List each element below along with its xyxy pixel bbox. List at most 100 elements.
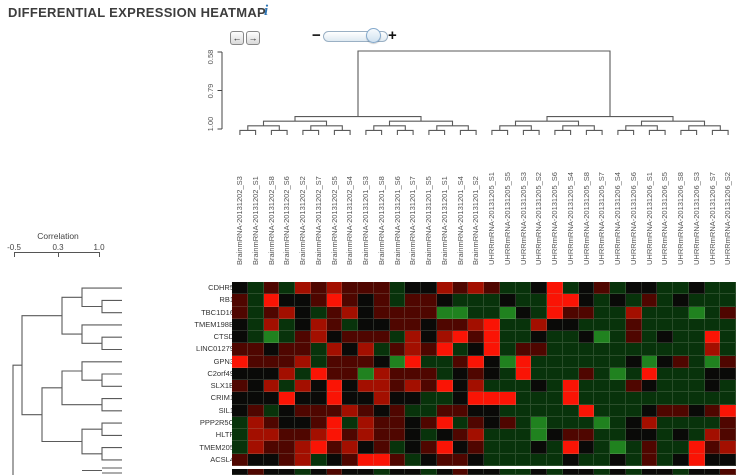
heatmap-cell[interactable] (468, 392, 484, 405)
heatmap-cell[interactable] (279, 343, 295, 356)
heatmap-cell[interactable] (310, 367, 327, 381)
heatmap-cell[interactable] (531, 331, 547, 344)
heatmap-cell[interactable] (232, 343, 248, 356)
heatmap-cell[interactable] (484, 367, 500, 381)
heatmap-cell[interactable] (547, 355, 563, 368)
heatmap-cell[interactable] (436, 441, 453, 454)
heatmap-cell[interactable] (373, 318, 390, 332)
heatmap-cell[interactable] (358, 392, 374, 405)
heatmap-cell[interactable] (484, 429, 500, 442)
heatmap-cell[interactable] (326, 282, 343, 295)
heatmap-cell[interactable] (625, 318, 642, 332)
heatmap-cell[interactable] (342, 441, 358, 454)
heatmap-cell[interactable] (373, 331, 390, 344)
heatmap-cell[interactable] (468, 453, 484, 466)
heatmap-cell[interactable] (405, 343, 421, 356)
heatmap-cell[interactable] (720, 380, 736, 393)
heatmap-cell[interactable] (247, 318, 264, 332)
heatmap-cell[interactable] (673, 416, 689, 430)
heatmap-cell[interactable] (373, 416, 390, 430)
heatmap-cell[interactable] (531, 294, 547, 307)
heatmap-cell[interactable] (421, 367, 437, 381)
heatmap-cell[interactable] (515, 380, 532, 393)
heatmap-cell[interactable] (310, 416, 327, 430)
heatmap-cell[interactable] (232, 306, 248, 319)
heatmap-cell[interactable] (704, 453, 721, 466)
heatmap-cell[interactable] (263, 282, 280, 295)
heatmap-cell[interactable] (310, 306, 327, 319)
heatmap-cell[interactable] (562, 294, 579, 307)
heatmap-cell[interactable] (358, 429, 374, 442)
heatmap-cell[interactable] (704, 294, 721, 307)
heatmap-cell[interactable] (499, 469, 516, 475)
heatmap-cell[interactable] (468, 294, 484, 307)
heatmap-cell[interactable] (279, 367, 295, 381)
heatmap-cell[interactable] (704, 306, 721, 319)
heatmap-cell[interactable] (326, 441, 343, 454)
heatmap-cell[interactable] (499, 331, 516, 344)
heatmap-cell[interactable] (326, 392, 343, 405)
heatmap-cell[interactable] (594, 306, 610, 319)
heatmap-cell[interactable] (436, 331, 453, 344)
heatmap-cell[interactable] (610, 343, 626, 356)
heatmap-cell[interactable] (704, 429, 721, 442)
heatmap-cell[interactable] (657, 282, 673, 295)
heatmap-cell[interactable] (657, 416, 673, 430)
heatmap-cell[interactable] (562, 343, 579, 356)
heatmap-cell[interactable] (247, 343, 264, 356)
heatmap-cell[interactable] (499, 343, 516, 356)
heatmap-cell[interactable] (405, 306, 421, 319)
heatmap-cell[interactable] (358, 306, 374, 319)
heatmap-cell[interactable] (562, 367, 579, 381)
heatmap-cell[interactable] (625, 469, 642, 475)
heatmap-cell[interactable] (342, 306, 358, 319)
heatmap-cell[interactable] (625, 380, 642, 393)
heatmap-cell[interactable] (641, 318, 658, 332)
heatmap-cell[interactable] (641, 355, 658, 368)
heatmap-cell[interactable] (673, 367, 689, 381)
heatmap-cell[interactable] (641, 429, 658, 442)
heatmap-cell[interactable] (704, 355, 721, 368)
heatmap-cell[interactable] (405, 453, 421, 466)
heatmap-cell[interactable] (704, 416, 721, 430)
heatmap-cell[interactable] (720, 469, 736, 475)
heatmap-cell[interactable] (562, 429, 579, 442)
heatmap-cell[interactable] (373, 429, 390, 442)
heatmap-cell[interactable] (562, 306, 579, 319)
heatmap-cell[interactable] (389, 453, 406, 466)
heatmap-cell[interactable] (373, 380, 390, 393)
heatmap-cell[interactable] (547, 343, 563, 356)
heatmap-cell[interactable] (232, 441, 248, 454)
heatmap-cell[interactable] (657, 306, 673, 319)
heatmap-cell[interactable] (578, 294, 595, 307)
heatmap-cell[interactable] (468, 306, 484, 319)
pan-right-button[interactable]: → (246, 31, 260, 45)
heatmap-cell[interactable] (279, 355, 295, 368)
heatmap-grid[interactable] (232, 282, 736, 466)
heatmap-cell[interactable] (547, 429, 563, 442)
heatmap-cell[interactable] (720, 429, 736, 442)
heatmap-cell[interactable] (720, 441, 736, 454)
heatmap-cell[interactable] (547, 469, 563, 475)
heatmap-cell[interactable] (657, 294, 673, 307)
heatmap-cell[interactable] (673, 429, 689, 442)
heatmap-cell[interactable] (657, 392, 673, 405)
heatmap-cell[interactable] (421, 416, 437, 430)
heatmap-cell[interactable] (421, 441, 437, 454)
heatmap-cell[interactable] (657, 355, 673, 368)
heatmap-cell[interactable] (358, 294, 374, 307)
heatmap-cell[interactable] (452, 282, 469, 295)
heatmap-cell[interactable] (342, 294, 358, 307)
heatmap-cell[interactable] (578, 416, 595, 430)
heatmap-cell[interactable] (247, 380, 264, 393)
heatmap-cell[interactable] (310, 392, 327, 405)
heatmap-cell[interactable] (547, 416, 563, 430)
heatmap-cell[interactable] (484, 380, 500, 393)
heatmap-cell[interactable] (594, 294, 610, 307)
heatmap-cell[interactable] (515, 331, 532, 344)
heatmap-cell[interactable] (484, 343, 500, 356)
heatmap-cell[interactable] (720, 282, 736, 295)
heatmap-cell[interactable] (610, 367, 626, 381)
heatmap-cell[interactable] (452, 306, 469, 319)
heatmap-cell[interactable] (468, 331, 484, 344)
